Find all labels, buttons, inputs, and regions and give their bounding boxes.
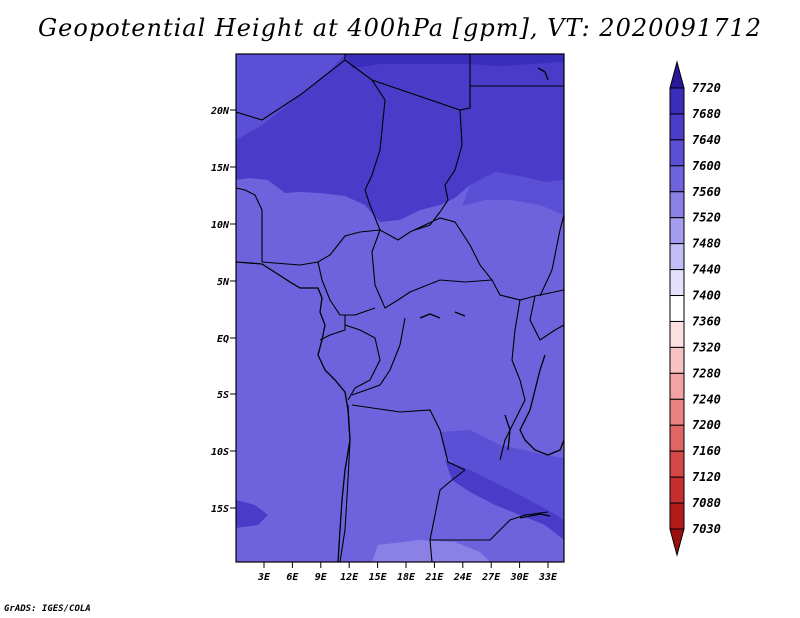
- lon-label: 21E: [424, 572, 444, 583]
- colorbar-label: 7400: [692, 289, 721, 303]
- colorbar-label: 7030: [692, 522, 721, 536]
- colorbar-swatch: [669, 502, 685, 530]
- colorbar-swatch: [669, 346, 685, 374]
- colorbar-label: 7360: [692, 314, 721, 328]
- country-borders: [236, 54, 564, 562]
- lon-label: 3E: [257, 572, 271, 583]
- colorbar-label: 7560: [692, 185, 721, 199]
- colorbar-swatch: [669, 139, 685, 167]
- height-field-7600-se: [445, 460, 564, 540]
- colorbar-label: 7320: [692, 340, 721, 354]
- colorbar-label: 7240: [692, 392, 721, 406]
- lat-label: 20N: [210, 106, 230, 117]
- lon-label: 15E: [369, 572, 388, 583]
- colorbar-swatch: [669, 217, 685, 245]
- colorbar-label: 7080: [692, 496, 721, 510]
- colorbar-swatch: [669, 269, 685, 297]
- colorbar-top-arrow: [669, 60, 685, 89]
- lon-label: 18E: [397, 572, 416, 583]
- lon-label: 24E: [453, 572, 473, 583]
- lat-label: 15N: [211, 163, 230, 174]
- colorbar-label: 7440: [692, 263, 721, 277]
- lon-label: 12E: [340, 572, 359, 583]
- height-field-7640-north: [345, 54, 564, 68]
- lat-label: EQ: [217, 334, 229, 345]
- lon-label: 27E: [481, 572, 501, 583]
- height-field-7600-sw: [236, 500, 268, 528]
- colorbar-swatch: [669, 450, 685, 478]
- lon-label: 33E: [538, 572, 558, 583]
- colorbar-label: 7600: [692, 159, 721, 173]
- colorbar-swatch: [669, 372, 685, 400]
- colorbar-swatch: [669, 87, 685, 115]
- colorbar: 7720 7680 7640 7600 7560 7520 7480 7440 7400 7360…: [669, 60, 721, 557]
- colorbar-label: 7680: [692, 107, 721, 121]
- lat-label: 15S: [211, 504, 229, 515]
- colorbar-swatch: [669, 320, 685, 348]
- height-field-7560-se: [440, 430, 564, 530]
- lon-label: 9E: [315, 572, 328, 583]
- lon-label: 6E: [286, 572, 299, 583]
- colorbar-label: 7720: [692, 81, 721, 95]
- colorbar-swatch: [669, 165, 685, 193]
- colorbar-bottom-arrow: [669, 528, 685, 557]
- lat-label: 10N: [211, 220, 230, 231]
- colorbar-swatch: [669, 113, 685, 141]
- colorbar-label: 7520: [692, 211, 721, 225]
- colorbar-label: 7200: [692, 418, 721, 432]
- colorbar-label: 7640: [692, 133, 721, 147]
- colorbar-swatch: [669, 191, 685, 219]
- grads-credit: GrADS: IGES/COLA: [4, 604, 91, 614]
- colorbar-label: 7280: [692, 366, 721, 380]
- colorbar-swatch: [669, 476, 685, 504]
- map-frame: [235, 53, 565, 563]
- height-field-7560-ne: [462, 172, 564, 215]
- lon-label: 30E: [510, 572, 530, 583]
- lat-label: 5N: [217, 277, 230, 288]
- height-field-7560-nw: [236, 54, 345, 140]
- lat-label: 10S: [211, 447, 229, 458]
- colorbar-swatch: [669, 424, 685, 452]
- latitude-axis: 20N 15N 10N 5N EQ 5S 10S 15S: [210, 106, 236, 515]
- coastline: [236, 67, 564, 562]
- colorbar-label: 7120: [692, 470, 721, 484]
- map-title: Geopotential Height at 400hPa [gpm], VT:…: [38, 14, 762, 42]
- colorbar-label: 7480: [692, 237, 721, 251]
- colorbar-swatch: [669, 295, 685, 322]
- longitude-axis: 3E 6E 9E 12E 15E 18E 21E 24E 27E 30E 33E: [257, 562, 558, 583]
- colorbar-label: 7160: [692, 444, 721, 458]
- lat-label: 5S: [217, 390, 229, 401]
- colorbar-swatch: [669, 243, 685, 271]
- colorbar-swatch: [669, 398, 685, 426]
